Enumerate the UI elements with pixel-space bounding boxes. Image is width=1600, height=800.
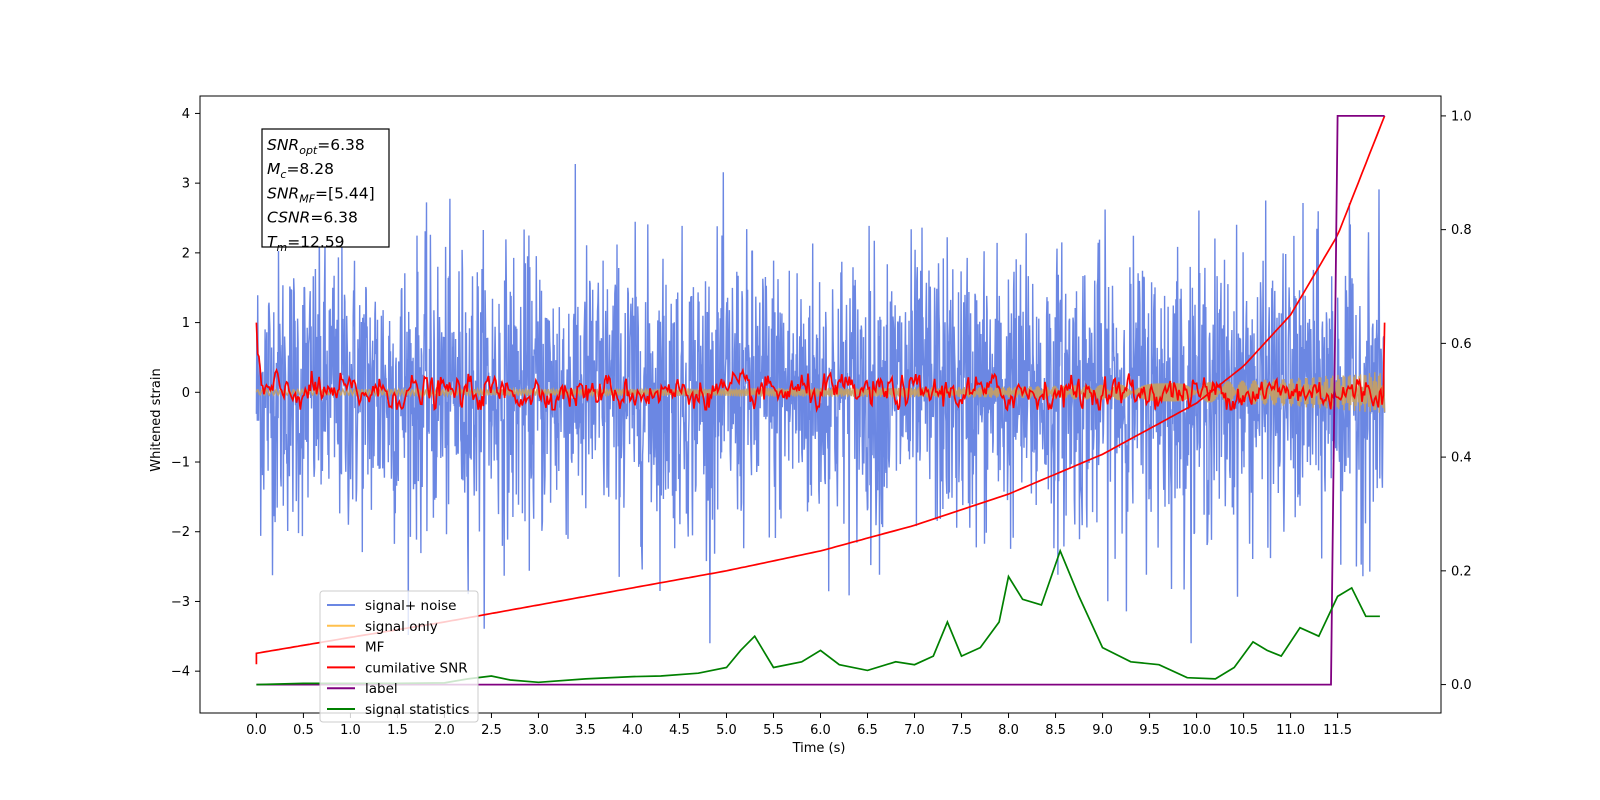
x-tick-label: 4.0 (622, 723, 643, 738)
legend: signal+ noise signal only MF cumilative SNR… (319, 590, 479, 723)
y2-tick-label: 0.6 (1451, 337, 1472, 352)
x-tick-label: 5.5 (763, 723, 784, 738)
legend-frame (319, 590, 479, 723)
info-box-frame (261, 128, 390, 248)
x-tick-label: 4.5 (669, 723, 690, 738)
legend-label: cumilative SNR (365, 660, 468, 676)
x-tick-label: 5.0 (716, 723, 737, 738)
x-tick-label: 6.0 (810, 723, 831, 738)
x-tick-label: 9.5 (1139, 723, 1160, 738)
y-tick-label: −1 (171, 456, 190, 471)
y-tick-label: −4 (171, 665, 190, 680)
x-tick-label: 8.0 (998, 723, 1019, 738)
signal-statistics-series (256, 548, 1380, 686)
info-line: SNRMF=[5.44] (267, 184, 375, 205)
y-tick-label: 4 (182, 107, 190, 122)
y2-tick-label: 0.8 (1451, 223, 1472, 238)
legend-label: signal+ noise (365, 598, 456, 614)
y2-tick-label: 0.0 (1451, 678, 1472, 693)
x-tick-label: 2.0 (434, 723, 455, 738)
info-line: CSNR=6.38 (267, 209, 358, 227)
y2-tick-label: 1.0 (1451, 109, 1472, 124)
y-axis: 4 3 2 1 0 −1 −2 −3 −4 (171, 107, 200, 680)
signal-statistics-line (256, 548, 1380, 686)
y-tick-label: 3 (182, 177, 190, 192)
x-tick-label: 7.0 (904, 723, 925, 738)
y2-axis: 1.0 0.8 0.6 0.4 0.2 0.0 (1441, 109, 1472, 693)
signal-only-series (255, 371, 1386, 413)
x-tick-label: 9.0 (1092, 723, 1113, 738)
x-axis-label: Time (s) (792, 741, 846, 756)
mf-line (255, 322, 1386, 414)
x-tick-label: 11.5 (1323, 723, 1352, 738)
x-tick-label: 1.5 (387, 723, 408, 738)
x-tick-label: 1.0 (340, 723, 361, 738)
info-line: Tm=12.59 (267, 233, 345, 254)
info-line: Mc=8.28 (267, 160, 334, 181)
y2-tick-label: 0.4 (1451, 451, 1472, 466)
y-tick-label: −2 (171, 525, 190, 540)
legend-label: signal only (365, 619, 438, 635)
x-tick-label: 7.5 (951, 723, 972, 738)
label-line (256, 115, 1385, 686)
x-tick-label: 2.5 (481, 723, 502, 738)
y2-tick-label: 0.2 (1451, 564, 1472, 579)
info-box: SNRopt=6.38 Mc=8.28 SNRMF=[5.44] CSNR=6.38 T… (261, 128, 390, 254)
x-tick-label: 3.0 (528, 723, 549, 738)
signal-only-line (255, 371, 1386, 413)
mf-series (255, 322, 1386, 414)
x-tick-label: 0.0 (246, 723, 267, 738)
x-tick-label: 8.5 (1045, 723, 1066, 738)
signal-noise-series (255, 163, 1386, 644)
x-tick-label: 3.5 (575, 723, 596, 738)
y-tick-label: 0 (182, 386, 190, 401)
y-tick-label: −3 (171, 595, 190, 610)
x-tick-label: 10.0 (1182, 723, 1211, 738)
signal-noise-line (255, 163, 1386, 644)
y-tick-label: 2 (182, 246, 190, 261)
x-axis: 0.0 0.5 1.0 1.5 2.0 2.5 3.0 3.5 4.0 4.5 5.0 5.5 6.0 6… (246, 713, 1352, 738)
legend-label: label (365, 681, 398, 697)
label-series (256, 115, 1385, 686)
x-tick-label: 0.5 (293, 723, 314, 738)
legend-label: signal statistics (365, 702, 469, 718)
x-tick-label: 11.0 (1276, 723, 1305, 738)
y-tick-label: 1 (182, 316, 190, 331)
x-tick-label: 10.5 (1229, 723, 1258, 738)
y-axis-label: Whitened strain (149, 368, 164, 471)
legend-label: MF (365, 640, 384, 656)
info-line: SNRopt=6.38 (267, 136, 365, 157)
x-tick-label: 6.5 (857, 723, 878, 738)
